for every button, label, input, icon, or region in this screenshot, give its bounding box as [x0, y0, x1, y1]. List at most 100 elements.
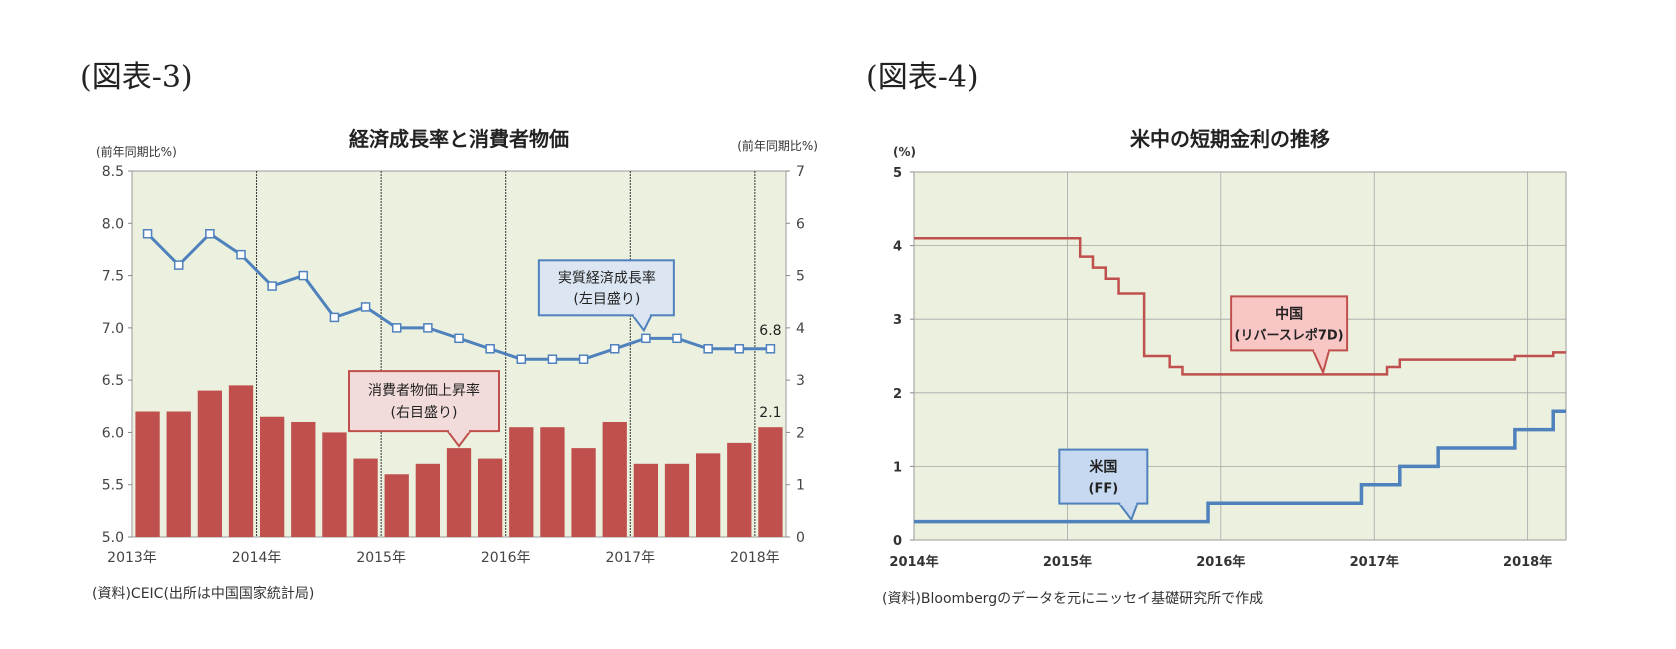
chart-title: 米中の短期金利の推移 — [1130, 127, 1330, 151]
cpi-bar — [477, 458, 503, 537]
growth-callout-line2: (左目盛り) — [573, 291, 640, 307]
cpi-bar — [135, 411, 160, 537]
y-axis-unit: (%) — [893, 145, 916, 159]
chart-title: 経済成長率と消費者物価 — [349, 127, 569, 151]
growth-point — [485, 344, 495, 354]
right-tick-label: 2 — [796, 425, 805, 441]
cpi-bar — [384, 474, 409, 537]
cpi-bar — [664, 463, 690, 537]
x-tick-label: 2015年 — [1043, 554, 1092, 570]
cpi-bar — [695, 453, 721, 537]
x-tick-label: 2014年 — [889, 554, 938, 570]
cpi-bar — [602, 421, 627, 537]
growth-point — [578, 354, 589, 364]
right-tick-label: 7 — [796, 164, 805, 180]
y-tick-label: 2 — [893, 387, 902, 402]
cpi-end-label: 2.1 — [759, 405, 781, 421]
growth-point — [360, 302, 371, 312]
cpi-bar — [633, 463, 659, 537]
left-tick-label: 6.5 — [102, 373, 124, 389]
cpi-bar — [228, 385, 254, 537]
cpi-bar — [571, 448, 596, 537]
y-tick-label: 4 — [893, 240, 902, 255]
left-axis-unit: (前年同期比%) — [96, 144, 177, 159]
x-tick-label: 2017年 — [605, 550, 655, 566]
figure4-label: (図表-4) — [866, 60, 979, 95]
growth-point — [142, 228, 153, 239]
right-tick-label: 4 — [796, 321, 805, 337]
cpi-bar — [727, 442, 752, 537]
growth-callout — [537, 259, 675, 317]
cpi-bar — [322, 432, 347, 537]
cpi-bar — [166, 411, 191, 537]
cpi-bar — [540, 427, 565, 537]
us-callout-line1: 米国 — [1089, 459, 1117, 476]
plot-area — [913, 171, 1567, 541]
y-tick-label: 3 — [893, 313, 902, 328]
right-axis-unit: (前年同期比%) — [737, 138, 818, 153]
cpi-bar — [509, 427, 534, 537]
cpi-bar — [259, 416, 285, 537]
growth-point — [547, 354, 558, 364]
growth-point — [236, 249, 246, 260]
x-tick-label: 2018年 — [730, 550, 780, 566]
growth-point — [173, 260, 184, 270]
figure3-label: (図表-3) — [80, 60, 193, 95]
cpi-bar — [353, 458, 378, 537]
left-tick-label: 7.0 — [102, 321, 124, 337]
left-tick-label: 5.5 — [102, 478, 124, 494]
growth-point — [454, 333, 464, 344]
left-tick-label: 8.5 — [102, 164, 124, 180]
figure4-source: (資料)Bloombergのデータを元にニッセイ基礎研究所で作成 — [882, 591, 1264, 607]
growth-point — [205, 228, 215, 239]
growth-point — [516, 354, 527, 364]
x-tick-label: 2016年 — [1196, 554, 1245, 570]
cpi-bar — [197, 390, 223, 537]
cpi-bar — [446, 448, 472, 537]
cpi-callout-line2: (右目盛り) — [391, 405, 458, 421]
left-tick-label: 7.5 — [102, 269, 124, 285]
cpi-bar — [758, 427, 783, 537]
growth-callout-line1: 実質経済成長率 — [558, 269, 656, 286]
cpi-bar — [415, 463, 441, 537]
growth-point — [298, 270, 309, 281]
left-tick-label: 6.0 — [102, 425, 124, 441]
right-tick-label: 3 — [796, 373, 805, 389]
growth-end-label: 6.8 — [759, 323, 781, 339]
china-callout-line2: (リバースレポ7D) — [1235, 327, 1344, 343]
y-tick-label: 5 — [893, 166, 902, 181]
x-tick-label: 2013年 — [107, 550, 157, 566]
y-tick-label: 1 — [893, 460, 902, 475]
figure3-source: (資料)CEIC(出所は中国国家統計局) — [92, 586, 315, 602]
x-tick-label: 2014年 — [232, 550, 282, 566]
x-tick-label: 2016年 — [481, 550, 531, 566]
growth-point — [703, 344, 713, 354]
growth-point — [641, 333, 651, 344]
left-tick-label: 5.0 — [102, 530, 124, 546]
y-tick-label: 0 — [893, 534, 902, 549]
china-callout — [1230, 295, 1349, 352]
growth-point — [329, 312, 340, 323]
left-tick-label: 8.0 — [102, 216, 124, 232]
china-rate-line — [914, 236, 1566, 376]
growth-point — [423, 323, 433, 333]
growth-point — [734, 344, 745, 354]
cpi-bar — [291, 421, 316, 537]
us-callout — [1058, 448, 1149, 505]
growth-point — [672, 333, 682, 344]
right-tick-label: 1 — [796, 478, 805, 494]
us-rate-line — [914, 409, 1566, 524]
growth-point — [609, 344, 620, 354]
cpi-callout-line1: 消費者物価上昇率 — [368, 382, 480, 399]
growth-point — [391, 323, 402, 333]
x-tick-label: 2015年 — [356, 550, 406, 566]
us-callout-line2: (FF) — [1089, 482, 1119, 497]
growth-point — [267, 281, 277, 291]
x-tick-label: 2017年 — [1350, 554, 1399, 570]
x-tick-label: 2018年 — [1503, 554, 1552, 570]
right-tick-label: 5 — [796, 269, 805, 285]
right-tick-label: 6 — [796, 216, 805, 232]
growth-point — [765, 344, 776, 354]
